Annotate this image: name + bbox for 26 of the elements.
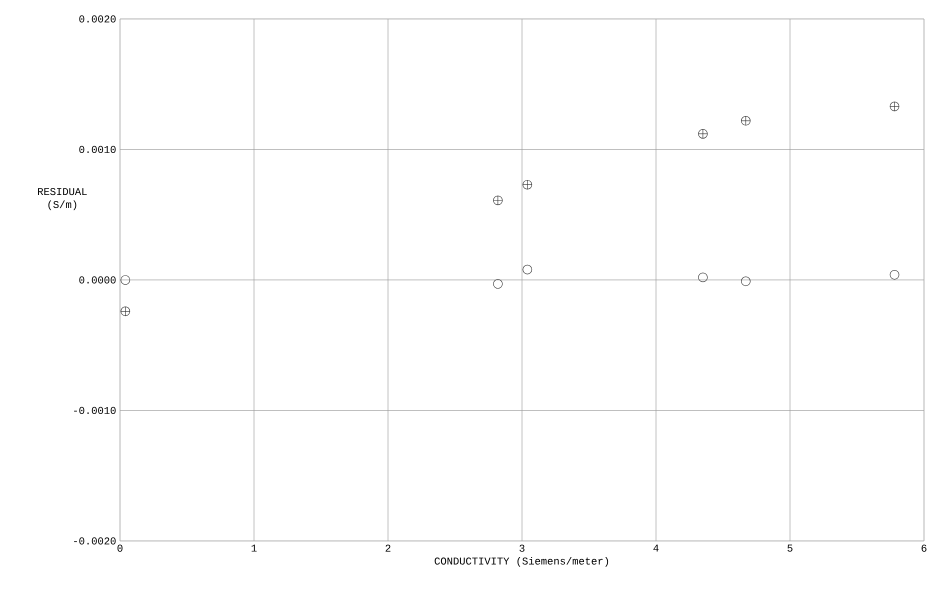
point bbox=[698, 272, 708, 282]
point bbox=[890, 102, 900, 112]
x-axis-title: CONDUCTIVITY (Siemens/meter) bbox=[434, 556, 608, 567]
x-tick-label: 5 bbox=[788, 544, 792, 552]
y-tick-label: 0.0020 bbox=[79, 15, 116, 23]
point bbox=[120, 275, 130, 285]
point bbox=[522, 264, 532, 274]
point bbox=[120, 306, 130, 316]
y-tick-label: -0.0020 bbox=[74, 537, 116, 545]
x-tick-label: 6 bbox=[922, 544, 926, 552]
point bbox=[493, 196, 503, 206]
point bbox=[741, 116, 751, 126]
x-tick-label: 0 bbox=[118, 544, 122, 552]
point bbox=[493, 279, 503, 289]
x-tick-label: 3 bbox=[520, 544, 524, 552]
y-tick-label: -0.0010 bbox=[74, 406, 116, 414]
y-axis-title: RESIDUAL (S/m) bbox=[38, 188, 87, 210]
point bbox=[522, 180, 532, 190]
x-tick-label: 1 bbox=[252, 544, 257, 552]
x-tick-label: 4 bbox=[653, 544, 659, 552]
y-tick-label: 0.0000 bbox=[79, 276, 116, 284]
point bbox=[741, 276, 751, 286]
y-tick-label: 0.0010 bbox=[79, 146, 116, 154]
point bbox=[698, 129, 708, 139]
point bbox=[890, 270, 900, 280]
x-tick-label: 2 bbox=[386, 544, 390, 552]
